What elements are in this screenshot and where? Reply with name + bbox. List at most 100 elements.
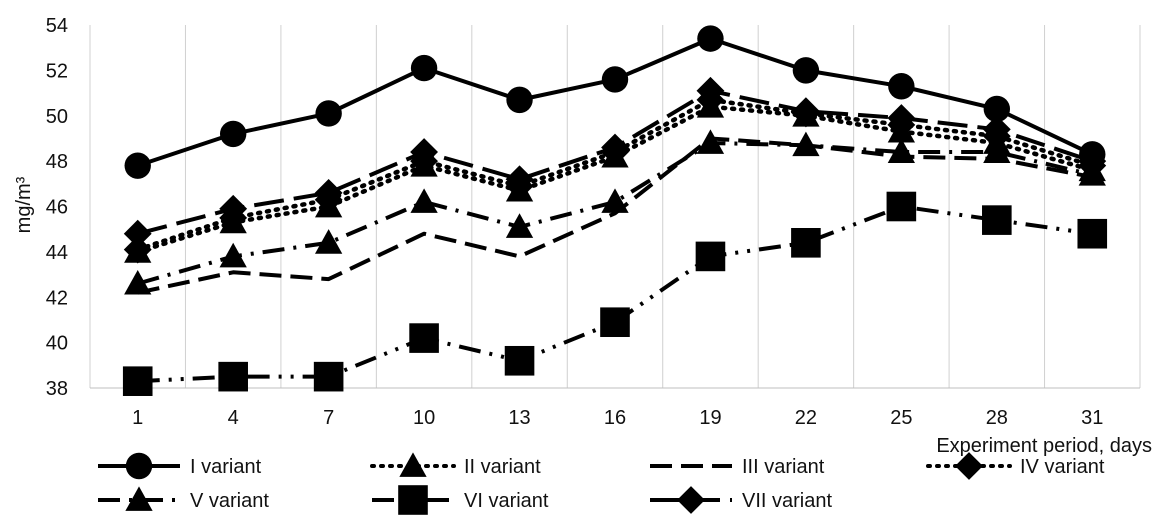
data-point bbox=[123, 219, 152, 248]
y-tick-label: 50 bbox=[46, 106, 68, 128]
data-point bbox=[124, 269, 152, 295]
data-point bbox=[1078, 147, 1107, 176]
data-point bbox=[983, 95, 1011, 123]
series-4 bbox=[123, 85, 1107, 264]
series-line bbox=[135, 104, 1095, 255]
data-point bbox=[313, 361, 344, 392]
data-point bbox=[505, 213, 534, 238]
data-point bbox=[410, 138, 439, 166]
legend-item: I variant bbox=[98, 452, 262, 480]
data-point bbox=[601, 133, 629, 162]
legend-item: VII variant bbox=[650, 486, 832, 514]
y-tick-label: 46 bbox=[46, 197, 68, 219]
data-point bbox=[601, 66, 629, 93]
data-point bbox=[888, 73, 915, 100]
x-tick-label: 10 bbox=[413, 407, 435, 429]
data-point bbox=[219, 194, 248, 223]
data-point bbox=[219, 242, 247, 268]
series-5 bbox=[124, 129, 1106, 295]
y-tick-label: 48 bbox=[46, 151, 68, 173]
data-point bbox=[315, 100, 342, 127]
y-tick-label: 40 bbox=[46, 333, 68, 355]
series-line bbox=[137, 136, 1093, 295]
y-tick-label: 44 bbox=[46, 242, 68, 264]
x-tick-label: 25 bbox=[890, 407, 912, 429]
legend-item: V variant bbox=[98, 486, 269, 512]
y-axis-label: mg/m³ bbox=[13, 176, 35, 233]
x-tick-label: 7 bbox=[323, 407, 334, 429]
legend-label: VI variant bbox=[464, 490, 549, 512]
data-point bbox=[601, 188, 629, 213]
legend-item: IV variant bbox=[926, 452, 1105, 480]
data-point bbox=[1077, 218, 1108, 249]
legend-item: II variant bbox=[370, 452, 541, 478]
data-point bbox=[600, 307, 630, 338]
x-tick-label: 22 bbox=[795, 407, 817, 429]
data-point bbox=[410, 54, 438, 82]
x-tick-label: 1 bbox=[132, 407, 143, 429]
y-tick-label: 52 bbox=[46, 60, 68, 82]
data-point bbox=[506, 86, 533, 114]
legend-marker bbox=[125, 486, 153, 511]
vertical-gridlines bbox=[89, 25, 1141, 388]
legend-item: VI variant bbox=[372, 485, 549, 515]
data-point bbox=[791, 97, 820, 126]
x-axis-ticks: 1 4 7 10 13 16 19 22 25 28 31 bbox=[132, 407, 1103, 429]
legend-marker bbox=[125, 452, 153, 480]
legend-label: IV variant bbox=[1020, 456, 1105, 478]
series-line bbox=[137, 140, 1093, 286]
series-line bbox=[135, 97, 1095, 252]
data-point bbox=[410, 188, 438, 213]
legend-label: II variant bbox=[464, 456, 541, 478]
y-axis-ticks: 38 40 42 44 46 48 50 52 54 bbox=[46, 15, 68, 400]
legend-label: III variant bbox=[742, 456, 825, 478]
series-6 bbox=[122, 191, 1108, 396]
data-point bbox=[124, 152, 151, 179]
x-tick-label: 4 bbox=[228, 407, 239, 429]
data-point bbox=[122, 366, 153, 396]
data-point bbox=[218, 361, 248, 392]
data-point bbox=[314, 178, 343, 207]
legend-marker bbox=[677, 486, 705, 514]
legend-label: I variant bbox=[190, 456, 262, 478]
data-point bbox=[219, 120, 247, 148]
series-3 bbox=[137, 136, 1093, 295]
data-point bbox=[982, 115, 1011, 144]
data-point bbox=[887, 104, 916, 132]
data-point bbox=[695, 241, 726, 272]
legend-marker bbox=[955, 452, 983, 480]
x-tick-label: 19 bbox=[699, 407, 721, 429]
data-point bbox=[504, 345, 535, 376]
data-point bbox=[696, 129, 725, 154]
y-tick-label: 54 bbox=[46, 15, 68, 37]
legend: I variant II variant III variant IV variant… bbox=[98, 452, 1105, 515]
x-tick-label: 31 bbox=[1081, 407, 1103, 429]
y-tick-label: 38 bbox=[46, 378, 68, 400]
data-point bbox=[887, 138, 916, 163]
series-1 bbox=[124, 25, 1106, 179]
series-layer bbox=[122, 25, 1108, 396]
legend-label: V variant bbox=[190, 490, 269, 512]
data-point bbox=[505, 165, 534, 194]
legend-marker bbox=[399, 452, 427, 477]
data-point bbox=[983, 138, 1011, 163]
data-point bbox=[696, 76, 725, 105]
x-tick-label: 13 bbox=[508, 407, 530, 429]
legend-marker bbox=[398, 485, 428, 515]
series-7 bbox=[123, 76, 1107, 248]
data-point bbox=[314, 229, 343, 254]
x-tick-label: 16 bbox=[604, 407, 626, 429]
y-tick-label: 42 bbox=[46, 287, 68, 309]
x-axis-label: Experiment period, days bbox=[936, 435, 1152, 457]
data-point bbox=[123, 235, 152, 264]
series-2 bbox=[124, 93, 1106, 263]
data-point bbox=[409, 323, 439, 353]
legend-label: VII variant bbox=[742, 490, 832, 512]
data-point bbox=[792, 57, 820, 84]
data-point bbox=[792, 131, 820, 157]
x-tick-label: 28 bbox=[986, 407, 1008, 429]
data-point bbox=[697, 25, 724, 52]
data-point bbox=[886, 191, 917, 222]
data-point bbox=[982, 205, 1012, 235]
